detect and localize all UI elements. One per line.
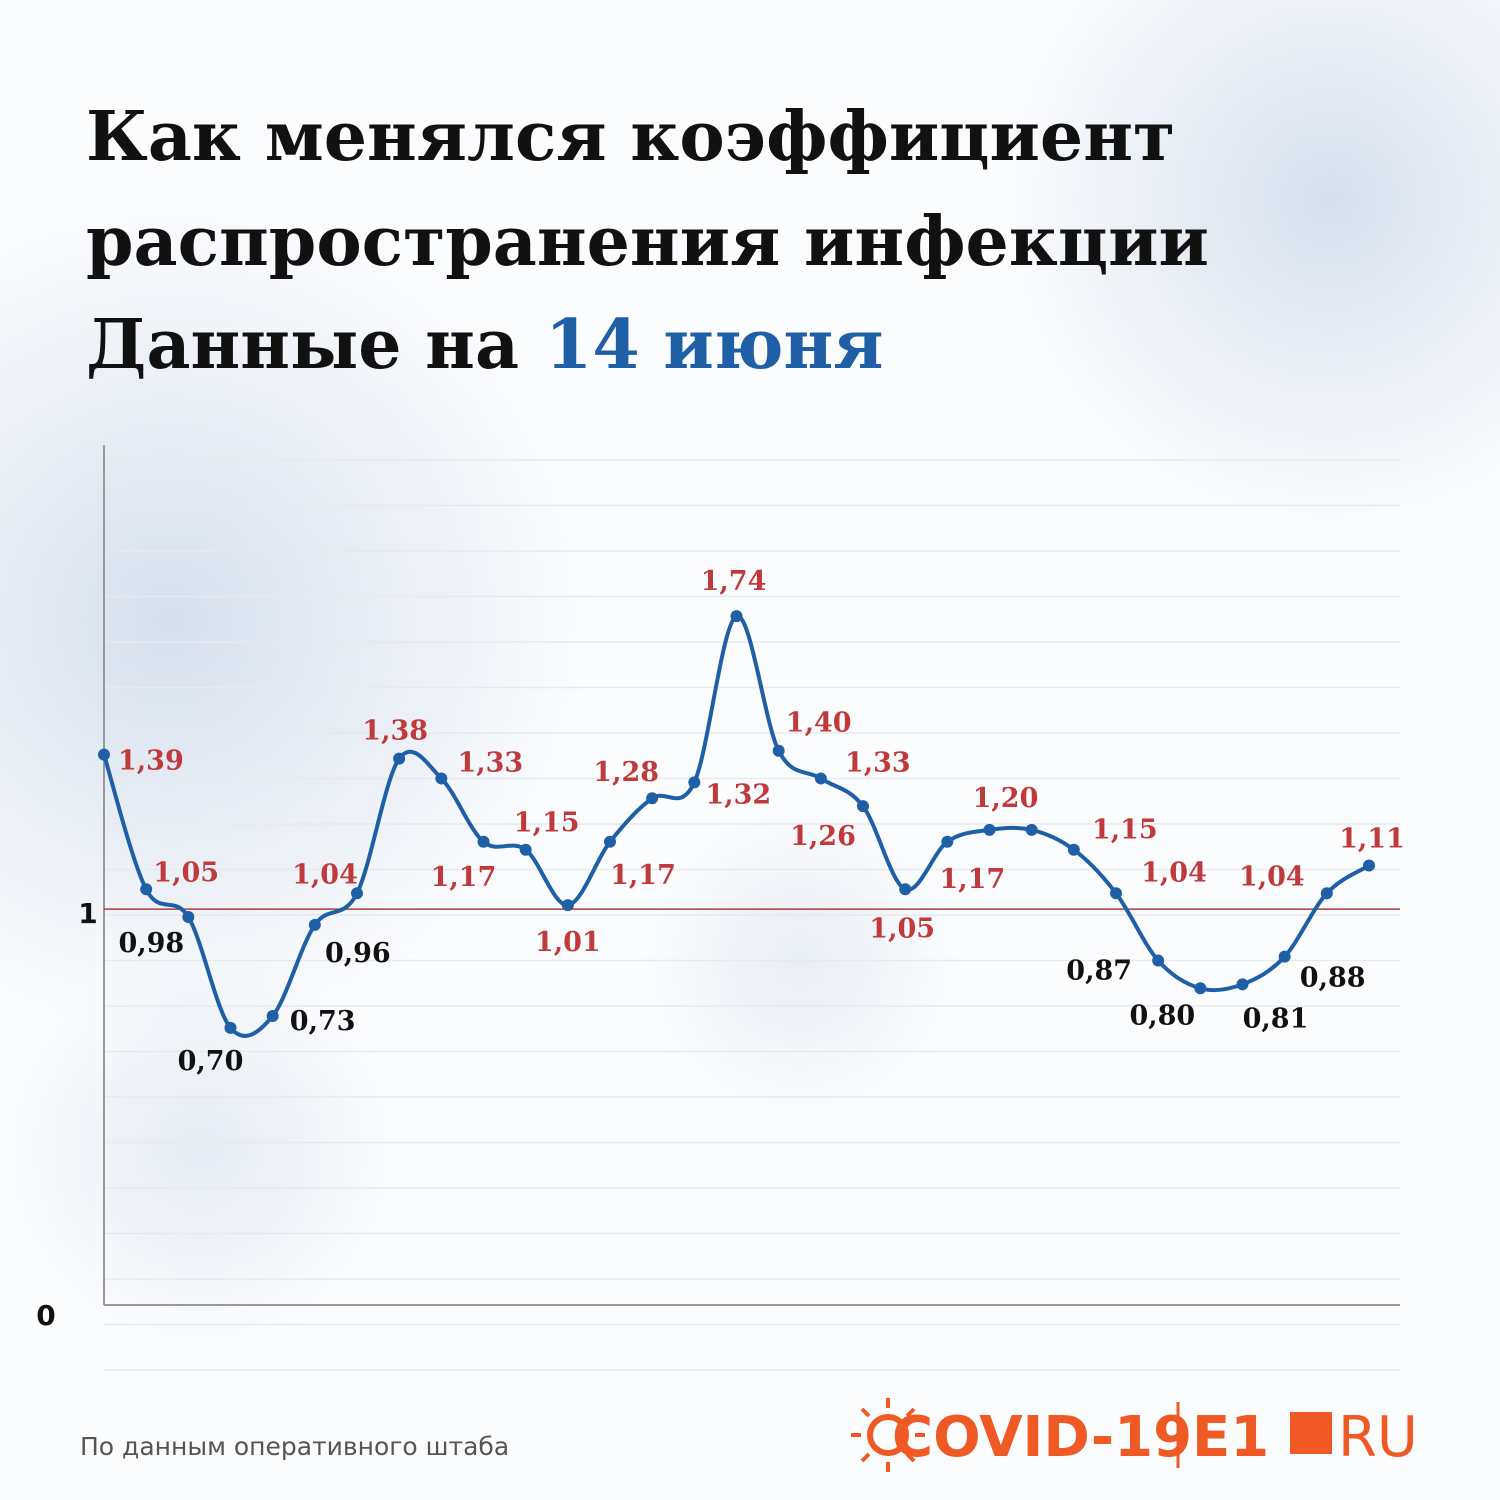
point bbox=[730, 610, 743, 623]
point bbox=[1152, 954, 1165, 967]
value-label: 0,98 bbox=[118, 928, 184, 959]
point bbox=[814, 772, 827, 785]
value-label: 0,70 bbox=[178, 1046, 244, 1077]
point bbox=[561, 899, 574, 912]
point bbox=[1363, 859, 1375, 872]
point bbox=[1025, 823, 1038, 836]
point bbox=[351, 887, 363, 900]
point bbox=[1067, 843, 1080, 856]
value-label: 1,15 bbox=[514, 808, 580, 839]
logo-text: COVID-19 bbox=[892, 1405, 1192, 1470]
title-line: Данные на 14 июня bbox=[86, 305, 884, 385]
point bbox=[646, 792, 659, 805]
y-tick-label: 1 bbox=[78, 897, 97, 930]
value-label: 0,80 bbox=[1129, 1000, 1195, 1031]
point bbox=[857, 800, 869, 813]
point bbox=[393, 752, 406, 765]
point bbox=[182, 911, 195, 924]
point bbox=[98, 748, 110, 761]
point bbox=[1110, 887, 1122, 900]
virus-icon bbox=[867, 1414, 909, 1456]
value-label: 1,33 bbox=[845, 747, 911, 778]
point bbox=[308, 918, 321, 931]
value-label: 1,05 bbox=[869, 913, 935, 944]
point bbox=[1278, 950, 1291, 963]
point bbox=[266, 1009, 279, 1022]
line bbox=[102, 614, 1371, 1038]
date: 14 июня bbox=[545, 305, 883, 385]
value-label: 1,04 bbox=[1141, 857, 1207, 888]
value-label: 1,04 bbox=[292, 859, 358, 890]
decor bbox=[0, 950, 400, 1350]
logo: COVID-19 E1 RU bbox=[851, 1398, 1418, 1472]
point bbox=[688, 776, 701, 789]
value-label: 0,73 bbox=[290, 1006, 356, 1037]
value-label: 1,40 bbox=[786, 708, 852, 739]
value-label: 1,01 bbox=[535, 927, 601, 958]
point bbox=[477, 835, 490, 848]
decor bbox=[1000, 0, 1500, 530]
value-label: 1,74 bbox=[701, 566, 767, 597]
point bbox=[941, 835, 954, 848]
value-label: 1,38 bbox=[362, 716, 428, 747]
date-prefix: Данные на bbox=[86, 305, 519, 385]
point bbox=[140, 883, 153, 896]
plot: 0 1 1,39 1,05 0,98 0,70 0,73 0,96 1,04 1,38 1,33 1,… bbox=[36, 445, 1405, 1371]
point bbox=[435, 772, 448, 785]
point bbox=[1320, 887, 1333, 900]
point bbox=[772, 744, 785, 757]
point bbox=[604, 835, 616, 848]
y-tick-label: 0 bbox=[36, 1299, 55, 1332]
point bbox=[1236, 978, 1249, 991]
value-label: 1,17 bbox=[610, 860, 676, 891]
logo-square bbox=[1290, 1412, 1332, 1454]
value-label: 1,28 bbox=[593, 757, 659, 788]
value-label: 1,39 bbox=[118, 746, 184, 777]
value-label: 0,87 bbox=[1066, 956, 1132, 987]
point bbox=[899, 883, 912, 896]
value-label: 1,32 bbox=[705, 779, 771, 810]
decor bbox=[0, 200, 590, 1040]
title-line: распространения инфекции bbox=[86, 202, 1209, 282]
source: По данным оперативного штаба bbox=[80, 1432, 509, 1461]
value-label: 0,96 bbox=[325, 938, 391, 969]
value-label: 1,26 bbox=[790, 821, 856, 852]
value-label: 1,20 bbox=[973, 783, 1039, 814]
value-label: 1,33 bbox=[457, 747, 523, 778]
value-label: 1,05 bbox=[153, 857, 219, 888]
value-label: 1,15 bbox=[1092, 815, 1158, 846]
point bbox=[983, 823, 996, 836]
value-label: 1,17 bbox=[939, 864, 1005, 895]
value-label: 1,04 bbox=[1239, 861, 1305, 892]
logo-text: RU bbox=[1338, 1405, 1418, 1470]
value-label: 1,17 bbox=[431, 862, 497, 893]
point bbox=[519, 843, 532, 856]
title-line: Как менялся коэффициент bbox=[86, 97, 1175, 177]
value-label: 0,81 bbox=[1243, 1003, 1309, 1034]
value-label: 1,11 bbox=[1339, 824, 1405, 855]
point bbox=[224, 1021, 237, 1034]
logo-text: E1 bbox=[1192, 1405, 1269, 1470]
point bbox=[1194, 982, 1207, 995]
virus-icon bbox=[851, 1398, 925, 1472]
value-label: 0,88 bbox=[1300, 963, 1366, 994]
